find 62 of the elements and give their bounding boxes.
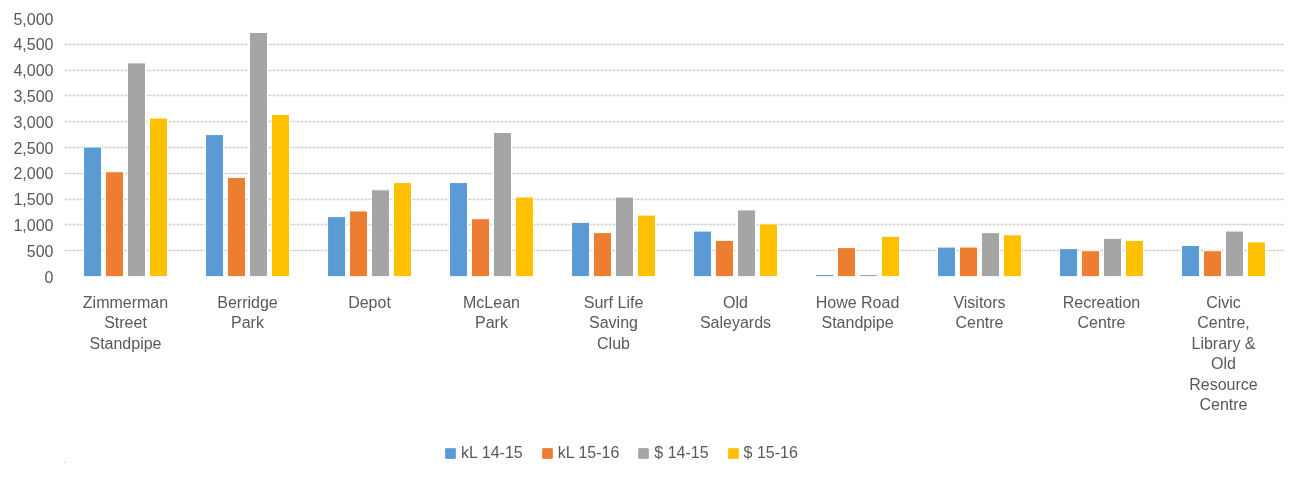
bar xyxy=(270,113,290,277)
bar xyxy=(1059,248,1079,277)
bar xyxy=(370,189,390,277)
bar xyxy=(736,209,756,277)
bar xyxy=(1002,234,1022,277)
y-tick-label: 2,000 xyxy=(13,165,54,183)
y-tick-label: 4,500 xyxy=(13,36,54,54)
x-tick-label: Howe Road Standpipe xyxy=(815,294,900,332)
y-tick-label: 0 xyxy=(44,268,54,286)
y-tick-label: 4,000 xyxy=(13,62,54,80)
y-tick-label: 2,500 xyxy=(13,139,54,157)
bar xyxy=(1124,239,1144,277)
bar xyxy=(449,182,469,277)
bar xyxy=(83,146,103,277)
bar xyxy=(571,221,591,277)
bar xyxy=(636,214,656,277)
bar xyxy=(392,182,412,277)
legend-label: $ 14-15 xyxy=(654,444,709,462)
bar xyxy=(1102,237,1122,277)
bar xyxy=(837,247,857,277)
bar xyxy=(980,232,1000,277)
bar xyxy=(105,171,125,277)
x-tick-label: Depot xyxy=(348,294,392,312)
bar xyxy=(1181,245,1201,277)
y-tick-label: 500 xyxy=(26,242,54,260)
bar xyxy=(758,223,778,277)
bar xyxy=(880,235,900,277)
x-tick-label: McLean Park xyxy=(463,294,520,332)
bar xyxy=(715,239,735,277)
bar xyxy=(349,210,369,277)
bar xyxy=(148,117,168,277)
x-tick-label: Berridge Park xyxy=(217,294,278,332)
bar xyxy=(227,176,247,277)
bar xyxy=(1224,230,1244,277)
bar xyxy=(492,132,512,277)
y-tick-label: 1,500 xyxy=(13,191,54,209)
bar xyxy=(205,134,225,277)
bar xyxy=(593,232,613,277)
bar xyxy=(248,31,268,277)
bar xyxy=(1203,250,1223,277)
bar xyxy=(514,196,534,277)
bar xyxy=(959,246,979,277)
legend-label: kL 14-15 xyxy=(461,444,523,462)
legend-label: kL 15-16 xyxy=(557,444,620,462)
y-tick-label: 3,500 xyxy=(13,87,54,105)
y-tick-label: 5,000 xyxy=(13,10,54,28)
bar xyxy=(126,62,146,277)
bar xyxy=(614,196,634,277)
x-tick-label: Surf Life Saving Club xyxy=(583,294,644,352)
bar xyxy=(471,218,491,277)
x-tick-label: Zimmerman Street Standpipe xyxy=(82,294,169,352)
bar xyxy=(327,216,347,277)
y-tick-label: 3,000 xyxy=(13,113,54,131)
x-tick-label: Civic Centre, Library & Old Resource Centre xyxy=(1189,294,1258,414)
bar xyxy=(1246,241,1266,277)
x-tick-label: Old Saleyards xyxy=(699,294,772,332)
legend-label: $ 15-16 xyxy=(743,444,798,462)
bar xyxy=(937,246,957,277)
x-tick-label: Visitors Centre xyxy=(953,294,1006,332)
bar xyxy=(693,230,713,277)
x-tick-label: Recreation Centre xyxy=(1062,294,1141,332)
y-tick-label: 1,000 xyxy=(13,216,54,234)
